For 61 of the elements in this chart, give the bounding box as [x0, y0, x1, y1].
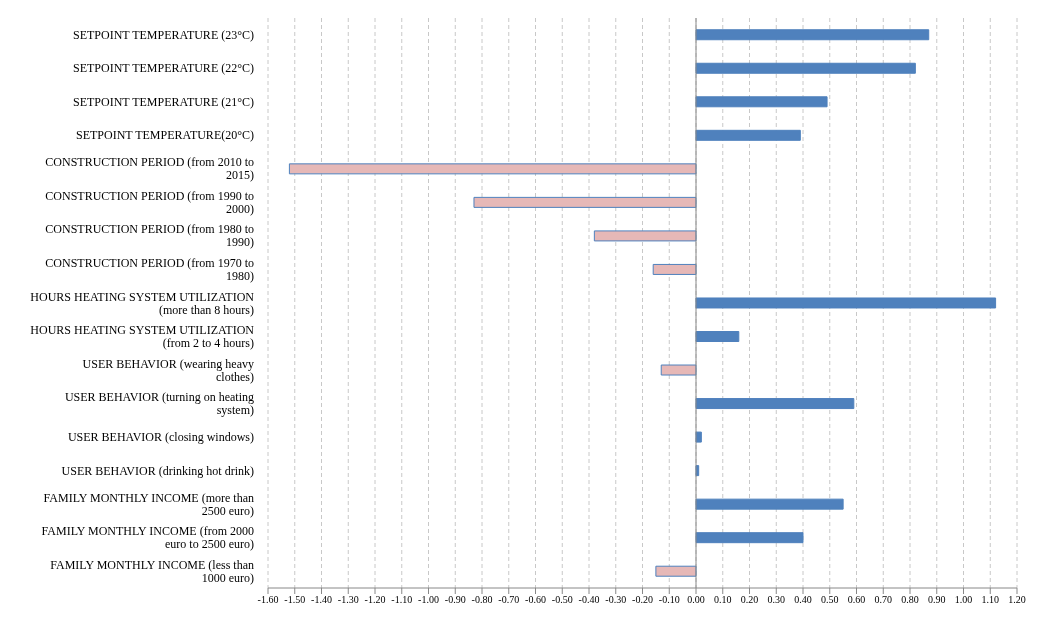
x-tick-label: -0.60: [525, 594, 546, 606]
bar: [695, 129, 801, 141]
x-tick-label: -0.20: [632, 594, 653, 606]
bar: [695, 96, 828, 108]
bar: [473, 196, 697, 208]
y-tick-label: HOURS HEATING SYSTEM UTILIZATION (more than 8 hours): [30, 289, 255, 317]
y-tick-label: USER BEHAVIOR (closing windows): [67, 430, 254, 445]
x-tick-label: -1.50: [284, 594, 306, 606]
y-tick-label: SETPOINT TEMPERATURE (22°C): [72, 61, 254, 76]
x-tick-label: -1.00: [418, 594, 439, 606]
y-tick-label: SETPOINT TEMPERATURE (21°C): [72, 94, 254, 109]
x-tick-label: -0.10: [658, 594, 680, 606]
x-tick-label: 0.30: [767, 594, 785, 606]
y-tick-label: SETPOINT TEMPERATURE(20°C): [75, 128, 254, 143]
x-tick-label: 0.50: [821, 594, 839, 606]
bar: [695, 62, 916, 74]
x-tick-label: 0.60: [847, 594, 866, 606]
y-tick-label: USER BEHAVIOR (drinking hot drink): [61, 463, 254, 478]
x-tick-label: -1.30: [337, 594, 359, 606]
x-tick-label: 0.90: [928, 594, 946, 606]
x-tick-label: -0.80: [471, 594, 493, 606]
y-tick-label: USER BEHAVIOR (wearing heavy clothes): [82, 356, 254, 384]
bar: [652, 263, 697, 275]
bar: [695, 297, 997, 309]
y-tick-label: USER BEHAVIOR (turning on heating system): [64, 390, 254, 418]
bar: [695, 29, 930, 41]
x-tick-label: -1.10: [391, 594, 413, 606]
x-tick-label: 1.00: [954, 594, 973, 606]
bar: [695, 498, 844, 510]
bar: [695, 532, 804, 544]
y-tick-label: CONSTRUCTION PERIOD (from 1990 to 2000): [45, 188, 254, 216]
x-tick-label: 0.00: [687, 594, 705, 606]
x-tick-label: -0.70: [498, 594, 520, 606]
x-tick-label: -0.30: [605, 594, 627, 606]
y-tick-label: FAMILY MONTHLY INCOME (from 2000 euro to 2500 euro): [41, 524, 254, 552]
y-tick-label: CONSTRUCTION PERIOD (from 1980 to 1990): [45, 222, 254, 250]
x-tick-label: 0.80: [901, 594, 919, 606]
x-tick-label: -0.50: [551, 594, 573, 606]
bar: [695, 398, 855, 410]
x-tick-label: -0.90: [444, 594, 466, 606]
y-tick-label: CONSTRUCTION PERIOD (from 1970 to 1980): [45, 255, 254, 283]
y-tick-label: CONSTRUCTION PERIOD (from 2010 to 2015): [45, 155, 254, 183]
x-tick-label: 0.20: [740, 594, 759, 606]
x-tick-label: 1.20: [1008, 594, 1026, 606]
x-tick-label: 0.70: [874, 594, 892, 606]
y-tick-label: HOURS HEATING SYSTEM UTILIZATION (from 2 to 4 hours): [30, 323, 255, 351]
bar: [695, 331, 740, 342]
bar: [288, 163, 697, 175]
x-tick-label: 0.10: [714, 594, 732, 606]
y-tick-label: FAMILY MONTHLY INCOME (less than 1000 euro): [50, 557, 254, 585]
x-tick-label: -1.60: [257, 594, 279, 606]
x-tick-label: -1.40: [311, 594, 332, 606]
y-tick-label: SETPOINT TEMPERATURE (23°C): [72, 27, 254, 42]
bar: [593, 230, 697, 242]
x-tick-label: -0.40: [578, 594, 600, 606]
bar: [660, 364, 697, 376]
bar: [655, 565, 697, 577]
x-tick-label: 0.40: [794, 594, 812, 606]
x-tick-label: 1.10: [981, 594, 999, 606]
y-tick-label: FAMILY MONTHLY INCOME (more than 2500 euro): [43, 490, 254, 518]
x-tick-label: -1.20: [364, 594, 386, 606]
